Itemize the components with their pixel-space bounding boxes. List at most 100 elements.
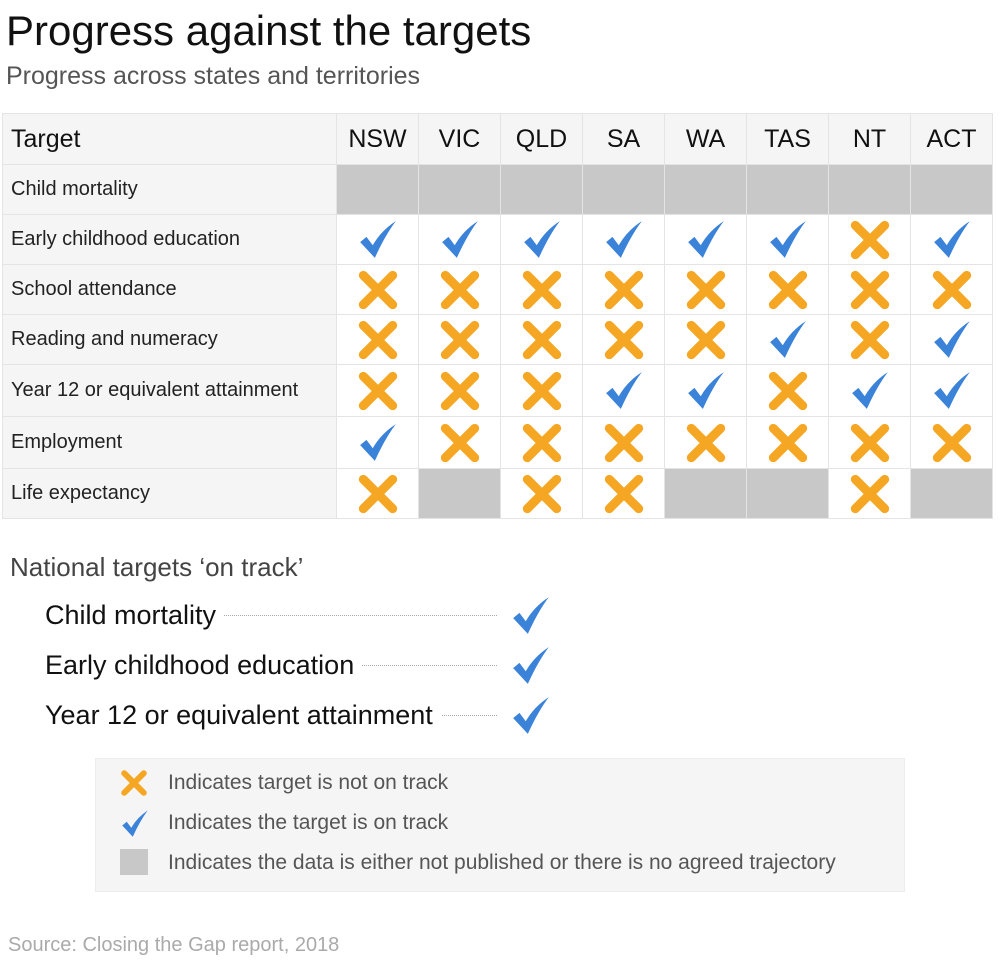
national-heading: National targets ‘on track’ — [10, 552, 304, 582]
status-cell-na — [418, 164, 501, 215]
table-row: Child mortality — [2, 164, 993, 215]
status-cell-na — [336, 164, 419, 215]
legend-cross-label: Indicates target is not on track — [168, 771, 449, 794]
cross-icon — [604, 474, 643, 513]
check-icon — [120, 809, 150, 839]
cross-icon — [850, 320, 889, 359]
status-cell-na — [746, 164, 829, 215]
status-cell-cross — [746, 416, 829, 469]
check-icon — [122, 810, 148, 837]
status-cell-check — [664, 214, 747, 265]
grey-swatch-icon — [120, 849, 148, 875]
table-row: Life expectancy — [2, 468, 993, 519]
status-cell-cross — [910, 416, 993, 469]
cross-icon — [604, 423, 643, 462]
status-cell-cross — [418, 364, 501, 417]
status-cell-cross — [746, 364, 829, 417]
cross-icon — [440, 270, 479, 309]
check-icon — [933, 320, 970, 358]
cross-icon — [522, 320, 561, 359]
check-icon — [687, 371, 724, 409]
check-icon — [605, 220, 642, 258]
column-header-nsw: NSW — [336, 113, 419, 165]
status-cell-cross — [828, 416, 911, 469]
national-target-row: Child mortality — [45, 593, 555, 637]
cross-icon — [440, 371, 479, 410]
status-cell-na — [500, 164, 583, 215]
cross-icon — [522, 423, 561, 462]
status-cell-check — [746, 314, 829, 365]
status-cell-na — [582, 164, 665, 215]
cross-icon — [358, 320, 397, 359]
status-cell-check — [418, 214, 501, 265]
status-cell-check — [664, 364, 747, 417]
check-icon — [933, 371, 970, 409]
status-cell-na — [664, 164, 747, 215]
check-icon — [523, 220, 560, 258]
cross-icon — [850, 423, 889, 462]
cross-icon — [686, 320, 725, 359]
status-cell-na — [418, 468, 501, 519]
status-cell-check — [582, 214, 665, 265]
national-target-label: Early childhood education — [45, 643, 363, 687]
table-row: Early childhood education — [2, 214, 993, 265]
status-cell-cross — [336, 264, 419, 315]
table-row: Year 12 or equivalent attainment — [2, 364, 993, 417]
check-icon — [441, 220, 478, 258]
status-cell-cross — [582, 264, 665, 315]
status-cell-cross — [664, 264, 747, 315]
national-target-row: Early childhood education — [45, 643, 555, 687]
status-cell-na — [664, 468, 747, 519]
status-cell-na — [910, 468, 993, 519]
cross-icon — [522, 371, 561, 410]
status-cell-check — [336, 416, 419, 469]
check-icon — [359, 220, 396, 258]
status-cell-cross — [828, 214, 911, 265]
cross-icon — [358, 270, 397, 309]
column-header-qld: QLD — [500, 113, 583, 165]
status-cell-cross — [336, 314, 419, 365]
progress-table: Target NSW VIC QLD SA WA TAS NT ACT Child mortal… — [2, 113, 993, 519]
legend-check-label: Indicates the target is on track — [168, 811, 449, 834]
status-cell-cross — [336, 468, 419, 519]
row-label: Early childhood education — [2, 214, 337, 265]
table-body: Child mortality Early childhood education… — [2, 164, 993, 519]
cross-icon — [686, 270, 725, 309]
legend-item-cross: Indicates target is not on track — [96, 765, 904, 801]
status-cell-cross — [500, 416, 583, 469]
column-header-wa: WA — [664, 113, 747, 165]
check-icon — [851, 371, 888, 409]
status-cell-cross — [500, 468, 583, 519]
row-label: Child mortality — [2, 164, 337, 215]
status-cell-check — [910, 364, 993, 417]
check-icon — [605, 371, 642, 409]
column-header-vic: VIC — [418, 113, 501, 165]
status-cell-cross — [910, 264, 993, 315]
check-icon — [933, 220, 970, 258]
source-note: Source: Closing the Gap report, 2018 — [8, 934, 340, 956]
status-cell-cross — [336, 364, 419, 417]
status-cell-check — [500, 214, 583, 265]
cross-icon — [768, 270, 807, 309]
chart-subtitle: Progress across states and territories — [6, 62, 421, 90]
table-row: Employment — [2, 416, 993, 469]
column-header-sa: SA — [582, 113, 665, 165]
status-cell-check — [910, 214, 993, 265]
cross-icon — [358, 474, 397, 513]
chart-title: Progress against the targets — [6, 7, 532, 54]
cross-icon — [932, 423, 971, 462]
cross-icon — [440, 423, 479, 462]
check-icon — [769, 220, 806, 258]
cross-icon — [932, 270, 971, 309]
legend-item-na: Indicates the data is either not publish… — [96, 845, 904, 881]
status-cell-cross — [418, 416, 501, 469]
status-cell-na — [910, 164, 993, 215]
status-cell-cross — [664, 416, 747, 469]
status-cell-cross — [582, 314, 665, 365]
status-cell-cross — [828, 264, 911, 315]
cross-icon — [686, 423, 725, 462]
cross-icon — [604, 320, 643, 359]
row-label: Reading and numeracy — [2, 314, 337, 365]
check-icon — [513, 697, 549, 734]
check-icon — [513, 597, 549, 634]
